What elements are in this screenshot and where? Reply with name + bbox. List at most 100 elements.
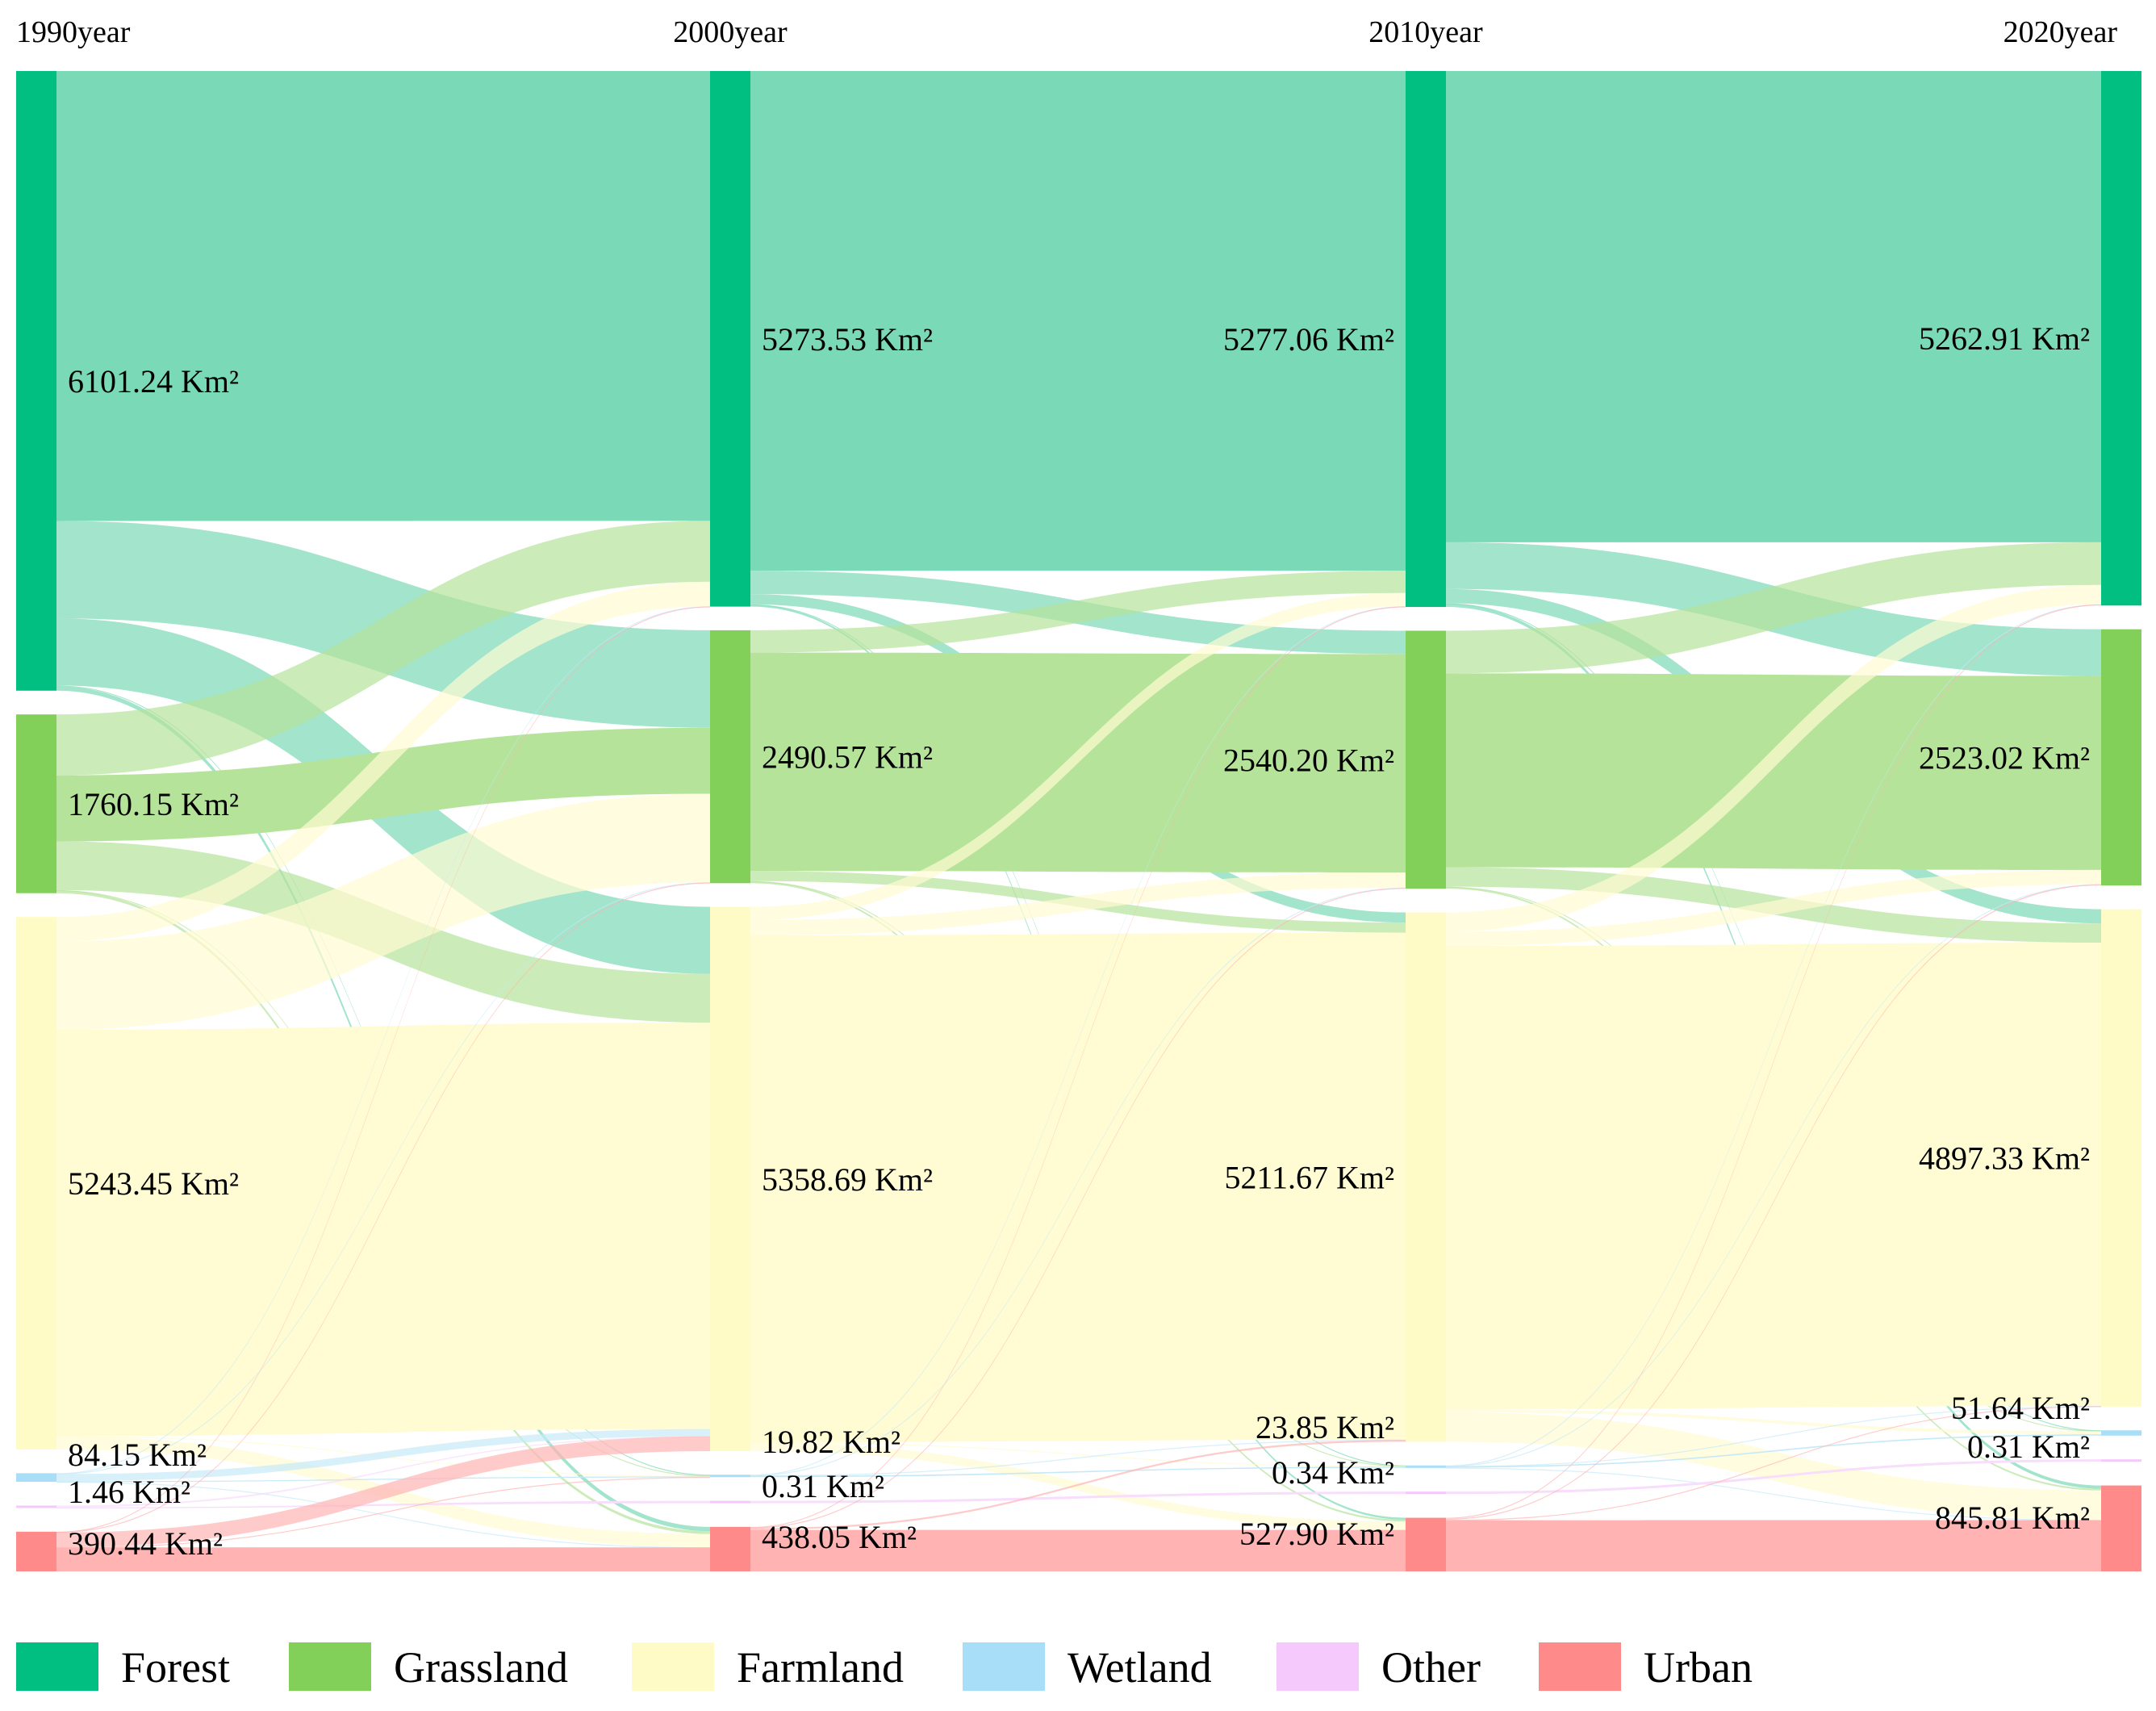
flow-farmland-to-forest-stage-1 <box>750 592 1406 920</box>
flow-grassland-to-grassland-stage-2 <box>1446 673 2101 870</box>
flow-urban-to-farmland-stage-2 <box>1446 1406 2101 1521</box>
flow-farmland-to-farmland-stage-1 <box>750 932 1406 1442</box>
flow-urban-to-grassland-stage-1 <box>750 888 1406 1529</box>
flow-farmland-to-grassland-stage-0 <box>56 793 710 1030</box>
node-farmland-2000year <box>710 906 750 1451</box>
flow-other-to-other-stage-2 <box>1446 1459 2101 1495</box>
node-other-1990year <box>16 1505 56 1508</box>
flow-wetland-to-grassland-stage-0 <box>56 881 710 1475</box>
value-label-other-2000year: 0.31 Km² <box>762 1468 884 1504</box>
flow-urban-to-forest-stage-2 <box>1446 604 2101 1519</box>
flow-wetland-to-forest-stage-0 <box>56 606 710 1475</box>
legend-swatch-other <box>1276 1642 1359 1691</box>
value-label-forest-1990year: 6101.24 Km² <box>68 363 239 400</box>
flow-urban-to-grassland-stage-2 <box>1446 884 2101 1521</box>
value-label-farmland-2020year: 4897.33 Km² <box>1919 1140 2090 1177</box>
node-grassland-2010year <box>1406 630 1446 889</box>
flow-urban-to-grassland-stage-0 <box>56 882 710 1533</box>
node-wetland-2000year <box>710 1475 750 1478</box>
flow-other-to-other-stage-0 <box>56 1500 710 1508</box>
flow-wetland-to-forest-stage-1 <box>750 606 1406 1476</box>
node-wetland-2010year <box>1406 1465 1446 1468</box>
legend-label-forest: Forest <box>121 1643 230 1692</box>
value-label-wetland-2020year: 51.64 Km² <box>1951 1390 2090 1426</box>
year-label-2010year: 2010year <box>1368 15 1483 49</box>
node-urban-2020year <box>2101 1485 2141 1571</box>
flow-urban-to-urban-stage-1 <box>750 1529 1406 1571</box>
flow-wetland-to-farmland-stage-2 <box>1446 1405 2101 1467</box>
value-label-farmland-1990year: 5243.45 Km² <box>68 1165 239 1202</box>
node-forest-1990year <box>16 71 56 691</box>
value-label-urban-2000year: 438.05 Km² <box>762 1519 917 1555</box>
flow-layer <box>56 71 2101 1571</box>
node-forest-2000year <box>710 71 750 607</box>
flow-farmland-to-forest-stage-0 <box>56 581 710 942</box>
flow-wetland-to-farmland-stage-0 <box>56 1429 710 1482</box>
flow-wetland-to-grassland-stage-2 <box>1446 884 2101 1467</box>
node-wetland-1990year <box>16 1473 56 1482</box>
flow-farmland-to-wetland-stage-2 <box>1446 1409 2101 1435</box>
node-grassland-2020year <box>2101 629 2141 886</box>
node-forest-2010year <box>1406 71 1446 608</box>
node-urban-2010year <box>1406 1517 1446 1571</box>
value-label-farmland-2010year: 5211.67 Km² <box>1224 1159 1394 1195</box>
flow-urban-to-farmland-stage-0 <box>56 1436 710 1548</box>
value-label-other-1990year: 1.46 Km² <box>68 1474 190 1510</box>
flow-urban-to-forest-stage-1 <box>750 606 1406 1529</box>
legend-label-farmland: Farmland <box>737 1643 904 1692</box>
legend-swatch-grassland <box>289 1642 371 1691</box>
legend-label-urban: Urban <box>1644 1643 1753 1692</box>
year-label-2000year: 2000year <box>673 15 788 49</box>
node-farmland-2010year <box>1406 912 1446 1442</box>
flow-farmland-to-farmland-stage-2 <box>1446 943 2101 1410</box>
node-wetland-2020year <box>2101 1430 2141 1436</box>
value-label-forest-2010year: 5277.06 Km² <box>1223 321 1394 358</box>
flow-farmland-to-farmland-stage-0 <box>56 1023 710 1437</box>
flow-forest-to-forest-stage-0 <box>56 71 710 521</box>
node-grassland-1990year <box>16 714 56 893</box>
legend-label-other: Other <box>1381 1643 1481 1692</box>
legend-swatch-urban <box>1539 1642 1621 1691</box>
value-label-other-2010year: 0.34 Km² <box>1272 1454 1394 1491</box>
flow-grassland-to-forest-stage-2 <box>1446 542 2101 674</box>
flow-other-to-other-stage-1 <box>750 1491 1406 1504</box>
flow-urban-to-urban-stage-0 <box>56 1547 710 1571</box>
flow-urban-to-wetland-stage-0 <box>56 1477 710 1549</box>
flow-other-to-farmland-stage-0 <box>56 1436 710 1508</box>
value-label-forest-2000year: 5273.53 Km² <box>762 321 933 358</box>
year-label-layer: 1990year 2000year 2010year 2020year <box>16 15 2117 49</box>
node-other-2000year <box>710 1500 750 1504</box>
value-label-urban-2010year: 527.90 Km² <box>1239 1516 1394 1552</box>
legend-swatch-farmland <box>632 1642 714 1691</box>
node-urban-2000year <box>710 1526 750 1571</box>
node-layer <box>16 71 2141 1571</box>
flow-farmland-to-grassland-stage-2 <box>1446 869 2101 947</box>
flow-forest-to-forest-stage-2 <box>1446 71 2101 542</box>
node-farmland-2020year <box>2101 909 2141 1407</box>
legend-label-wetland: Wetland <box>1068 1643 1212 1692</box>
flow-grassland-to-grassland-stage-0 <box>56 727 710 842</box>
flow-urban-to-farmland-stage-1 <box>750 1440 1406 1530</box>
flow-wetland-to-wetland-stage-0 <box>56 1476 710 1483</box>
legend-swatch-wetland <box>963 1642 1045 1691</box>
legend-swatch-forest <box>16 1642 98 1691</box>
node-grassland-2000year <box>710 630 750 884</box>
flow-wetland-to-forest-stage-2 <box>1446 604 2101 1466</box>
flow-wetland-to-wetland-stage-1 <box>750 1466 1406 1478</box>
flow-wetland-to-wetland-stage-2 <box>1446 1434 2101 1468</box>
value-label-wetland-2000year: 19.82 Km² <box>762 1424 900 1460</box>
flow-grassland-to-forest-stage-0 <box>56 521 710 776</box>
value-label-grassland-2000year: 2490.57 Km² <box>762 739 933 776</box>
node-urban-1990year <box>16 1531 56 1571</box>
value-label-farmland-2000year: 5358.69 Km² <box>762 1161 933 1198</box>
node-other-2020year <box>2101 1459 2141 1462</box>
value-label-forest-2020year: 5262.91 Km² <box>1919 320 2090 357</box>
value-label-wetland-2010year: 23.85 Km² <box>1256 1409 1394 1445</box>
flow-wetland-to-urban-stage-0 <box>56 1481 710 1549</box>
flow-farmland-to-urban-stage-1 <box>750 1442 1406 1530</box>
value-label-grassland-2020year: 2523.02 Km² <box>1919 739 2090 776</box>
value-label-urban-1990year: 390.44 Km² <box>68 1525 223 1562</box>
value-label-grassland-2010year: 2540.20 Km² <box>1223 742 1394 778</box>
flow-grassland-to-forest-stage-1 <box>750 571 1406 653</box>
